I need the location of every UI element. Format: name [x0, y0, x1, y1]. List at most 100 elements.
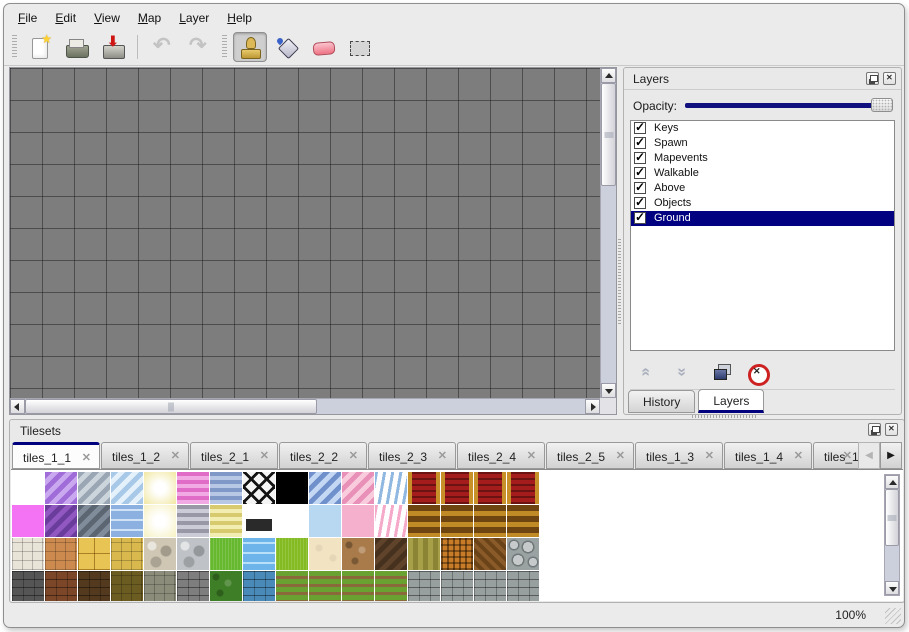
tile-0-14[interactable]	[474, 472, 506, 504]
close-tab-icon[interactable]: ✕	[615, 450, 625, 462]
tile-0-7[interactable]	[243, 472, 275, 504]
layer-visibility-checkbox[interactable]	[634, 210, 646, 224]
tab-layers[interactable]: Layers	[698, 389, 765, 413]
scroll-down-button[interactable]	[885, 581, 899, 595]
tileset-tab-tiles_2_2[interactable]: tiles_2_2 ✕	[279, 442, 367, 469]
tile-0-13[interactable]	[441, 472, 473, 504]
tile-3-3[interactable]	[111, 571, 143, 601]
tile-1-4[interactable]	[144, 505, 176, 537]
vertical-scroll-thumb[interactable]	[885, 489, 899, 546]
close-panel-icon[interactable]	[885, 423, 898, 436]
close-panel-icon[interactable]	[883, 72, 896, 85]
layer-row-mapevents[interactable]: Mapevents	[631, 150, 894, 166]
tile-1-9[interactable]	[309, 505, 341, 537]
tileset-tab-tiles_2_3[interactable]: tiles_2_3 ✕	[368, 442, 456, 469]
layer-visibility-checkbox[interactable]	[634, 180, 646, 194]
scroll-down-button[interactable]	[601, 383, 616, 398]
tab-history[interactable]: History	[628, 390, 696, 413]
tile-0-10[interactable]	[342, 472, 374, 504]
duplicate-layer-button[interactable]	[710, 362, 732, 384]
toolbar-drag-handle[interactable]	[222, 35, 227, 59]
menu-edit[interactable]: Edit	[55, 10, 77, 25]
tile-3-1[interactable]	[45, 571, 77, 601]
canvas-vertical-scrollbar[interactable]	[600, 68, 616, 398]
close-tab-icon[interactable]: ✕	[81, 452, 91, 464]
tile-3-0[interactable]	[12, 571, 44, 601]
menu-view[interactable]: View	[94, 10, 120, 25]
tileset-tab-tiles_1_2[interactable]: tiles_1_2 ✕	[101, 442, 189, 469]
layer-visibility-checkbox[interactable]	[634, 195, 646, 209]
tile-0-1[interactable]	[45, 472, 77, 504]
tile-1-14[interactable]	[474, 505, 506, 537]
tile-2-11[interactable]	[375, 538, 407, 570]
float-panel-icon[interactable]	[868, 423, 881, 436]
tile-2-5[interactable]	[177, 538, 209, 570]
tileset-tab-tiles_1_4[interactable]: tiles_1_4 ✕	[724, 442, 812, 469]
tile-3-4[interactable]	[144, 571, 176, 601]
layer-visibility-checkbox[interactable]	[634, 135, 646, 149]
tile-0-11[interactable]	[375, 472, 407, 504]
float-panel-icon[interactable]	[866, 72, 879, 85]
tile-2-6[interactable]	[210, 538, 242, 570]
horizontal-scroll-thumb[interactable]	[25, 399, 317, 414]
tile-1-5[interactable]	[177, 505, 209, 537]
tile-3-13[interactable]	[441, 571, 473, 601]
fill-tool-button[interactable]	[269, 32, 303, 62]
tile-0-3[interactable]	[111, 472, 143, 504]
tile-2-7[interactable]	[243, 538, 275, 570]
vertical-scroll-thumb[interactable]	[601, 83, 616, 186]
menu-map[interactable]: Map	[137, 10, 162, 25]
close-tab-icon[interactable]: ✕	[526, 450, 536, 462]
tile-2-8[interactable]	[276, 538, 308, 570]
scroll-left-button[interactable]	[10, 399, 25, 414]
tile-1-0[interactable]	[12, 505, 44, 537]
new-map-button[interactable]	[23, 32, 57, 62]
close-tab-icon[interactable]: ✕	[842, 450, 852, 462]
layer-row-ground[interactable]: Ground	[631, 210, 894, 226]
vertical-splitter-handle[interactable]	[618, 239, 621, 325]
canvas-horizontal-scrollbar[interactable]	[10, 398, 600, 414]
tile-3-5[interactable]	[177, 571, 209, 601]
open-map-button[interactable]	[59, 32, 93, 62]
scroll-up-button[interactable]	[601, 68, 616, 83]
tile-2-1[interactable]	[45, 538, 77, 570]
opacity-slider-track[interactable]	[685, 103, 891, 108]
layer-row-objects[interactable]: Objects	[631, 195, 894, 211]
tile-2-14[interactable]	[474, 538, 506, 570]
tile-2-3[interactable]	[111, 538, 143, 570]
tile-2-4[interactable]	[144, 538, 176, 570]
scroll-tabs-left-icon[interactable]: ◀	[858, 442, 880, 469]
menu-help[interactable]: Help	[227, 10, 252, 25]
tile-2-9[interactable]	[309, 538, 341, 570]
selection-tool-button[interactable]	[341, 32, 375, 62]
tileset-tab-tiles_1_1[interactable]: tiles_1_1 ✕	[12, 442, 100, 469]
tileset-tab-tiles_1_3[interactable]: tiles_1_3 ✕	[635, 442, 723, 469]
tile-1-15[interactable]	[507, 505, 539, 537]
tile-0-2[interactable]	[78, 472, 110, 504]
tile-3-9[interactable]	[309, 571, 341, 601]
undo-button[interactable]	[146, 32, 180, 62]
tile-3-8[interactable]	[276, 571, 308, 601]
close-tab-icon[interactable]: ✕	[170, 450, 180, 462]
tileset-tab-tiles_2_1[interactable]: tiles_2_1 ✕	[190, 442, 278, 469]
tile-3-7[interactable]	[243, 571, 275, 601]
tile-1-3[interactable]	[111, 505, 143, 537]
lower-layer-button[interactable]: »	[673, 362, 696, 384]
opacity-slider-handle[interactable]	[871, 98, 893, 112]
tile-1-8[interactable]	[276, 505, 308, 537]
tileset-tab-tiles_2_5[interactable]: tiles_2_5 ✕	[546, 442, 634, 469]
tile-0-8[interactable]	[276, 472, 308, 504]
close-tab-icon[interactable]: ✕	[793, 450, 803, 462]
tile-0-12[interactable]	[408, 472, 440, 504]
layer-row-above[interactable]: Above	[631, 180, 894, 196]
save-map-button[interactable]	[95, 32, 129, 62]
tile-3-15[interactable]	[507, 571, 539, 601]
eraser-tool-button[interactable]	[305, 32, 339, 62]
tile-1-12[interactable]	[408, 505, 440, 537]
layer-visibility-checkbox[interactable]	[634, 150, 646, 164]
menu-file[interactable]: File	[18, 10, 38, 25]
redo-button[interactable]	[182, 32, 216, 62]
layer-row-walkable[interactable]: Walkable	[631, 165, 894, 181]
layer-visibility-checkbox[interactable]	[634, 165, 646, 179]
tile-0-6[interactable]	[210, 472, 242, 504]
